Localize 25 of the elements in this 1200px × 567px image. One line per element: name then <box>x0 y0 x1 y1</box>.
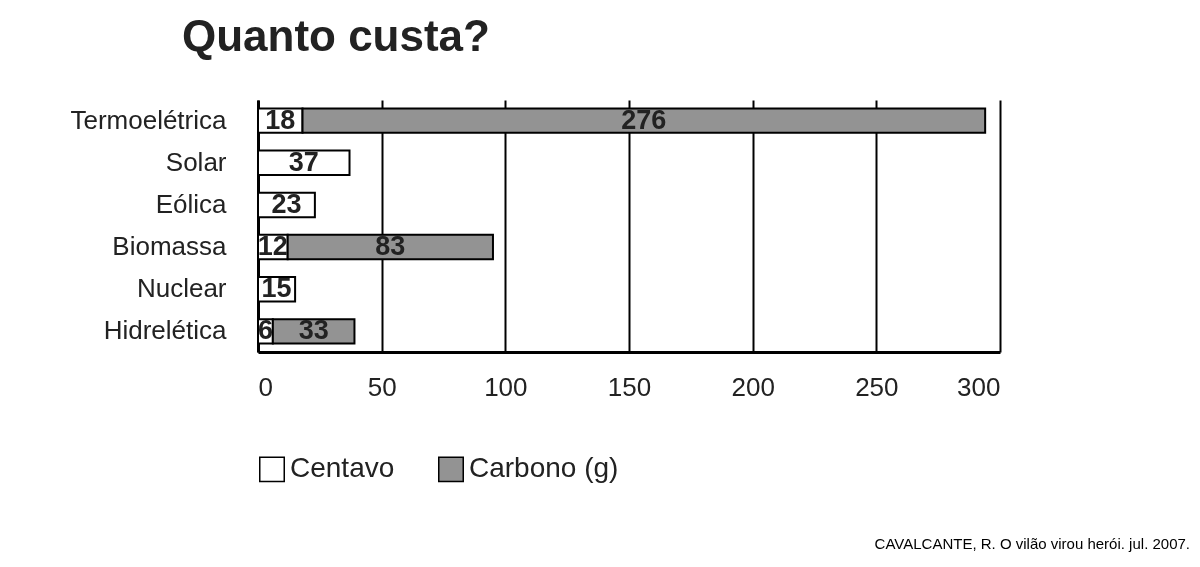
data-label: 15 <box>261 273 292 304</box>
y-tick-label: Termoelétrica <box>70 104 228 135</box>
legend-label: Centavo <box>290 452 395 484</box>
x-tick-label: 50 <box>367 371 397 402</box>
x-tick-label: 250 <box>855 371 899 402</box>
y-tick-label: Nuclear <box>136 273 227 304</box>
x-tick-label: 100 <box>484 371 528 402</box>
y-tick-label: Solar <box>165 146 227 177</box>
y-tick-label: Eólica <box>155 188 228 219</box>
data-label: 6 <box>257 315 273 346</box>
data-label: 37 <box>288 146 319 177</box>
x-tick-label: 0 <box>258 371 273 402</box>
legend-label: Carbono (g) <box>469 452 619 484</box>
chart-title: Quanto custa? <box>181 11 490 60</box>
data-label: 23 <box>271 188 302 219</box>
x-tick-label: 300 <box>957 371 1001 402</box>
x-tick-label: 150 <box>607 371 652 402</box>
x-tick-label: 200 <box>731 371 775 402</box>
data-label: 33 <box>298 315 329 346</box>
text: CAVALCANTE, R. O vilão virou herói. jul. 2007. <box>874 535 1190 552</box>
data-label: 83 <box>375 231 406 262</box>
y-tick-label: Hidrelética <box>103 315 228 346</box>
y-tick-label: Biomassa <box>112 231 228 262</box>
data-label: 276 <box>621 104 667 135</box>
data-label: 18 <box>265 104 296 135</box>
